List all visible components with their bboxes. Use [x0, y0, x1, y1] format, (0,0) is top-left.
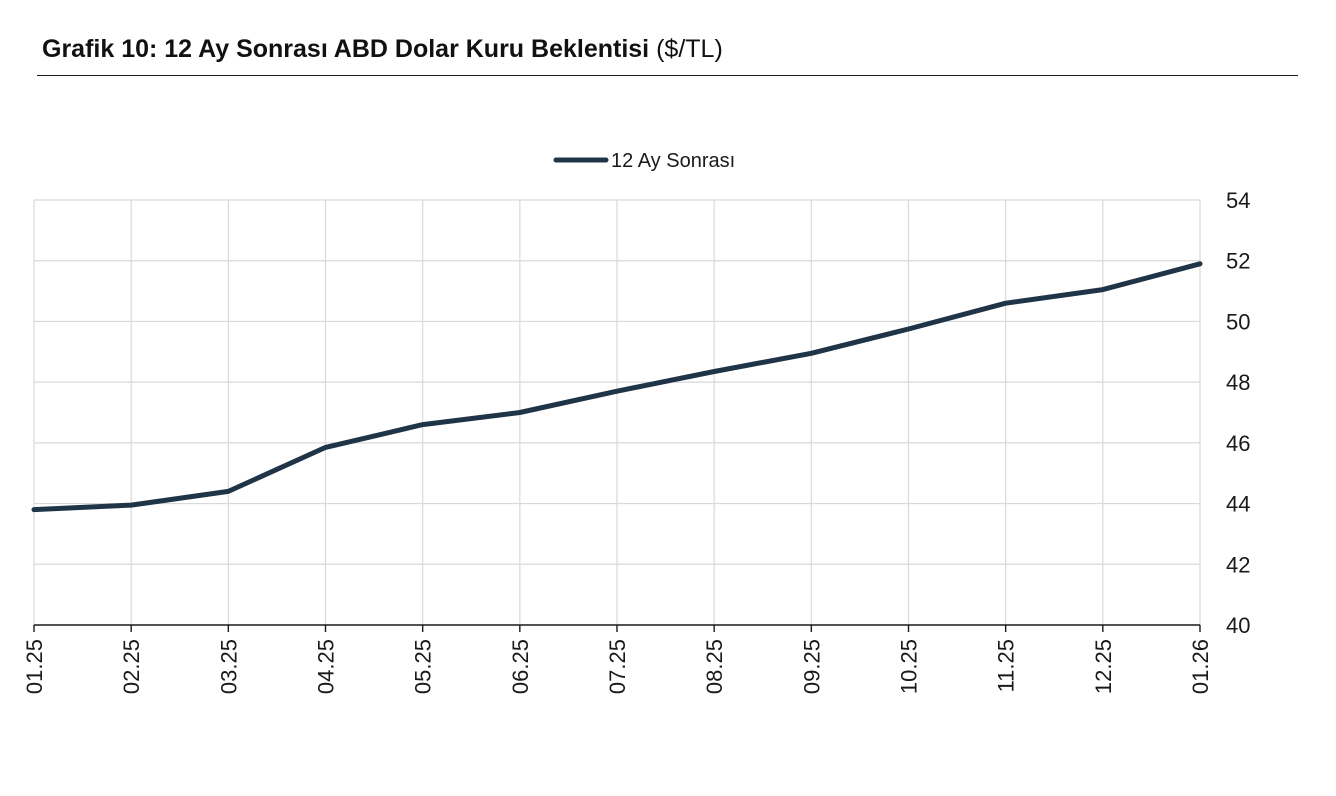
x-tick-label: 07.25 — [605, 639, 630, 694]
y-tick-label: 44 — [1226, 492, 1250, 517]
chart-title: Grafik 10: 12 Ay Sonrası ABD Dolar Kuru … — [42, 35, 723, 64]
x-tick-label: 01.26 — [1188, 639, 1213, 694]
y-tick-label: 54 — [1226, 188, 1250, 213]
x-tick-label: 02.25 — [119, 639, 144, 694]
y-tick-label: 42 — [1226, 552, 1250, 577]
y-tick-label: 50 — [1226, 309, 1250, 334]
x-tick-label: 03.25 — [216, 639, 241, 694]
y-tick-label: 46 — [1226, 431, 1250, 456]
x-tick-label: 08.25 — [702, 639, 727, 694]
y-tick-label: 40 — [1226, 613, 1250, 638]
y-tick-label: 52 — [1226, 249, 1250, 274]
y-tick-label: 48 — [1226, 370, 1250, 395]
legend-label: 12 Ay Sonrası — [611, 150, 735, 172]
x-tick-label: 01.25 — [22, 639, 47, 694]
chart-title-unit: ($/TL) — [656, 35, 723, 63]
x-tick-label: 04.25 — [314, 639, 339, 694]
x-tick-label: 06.25 — [508, 639, 533, 694]
title-divider — [37, 75, 1298, 76]
x-tick-label: 05.25 — [411, 639, 436, 694]
x-tick-label: 09.25 — [799, 639, 824, 694]
x-tick-label: 11.25 — [994, 639, 1019, 692]
x-tick-label: 10.25 — [897, 639, 922, 694]
chart-title-main: Grafik 10: 12 Ay Sonrası ABD Dolar Kuru … — [42, 35, 650, 63]
x-tick-label: 12.25 — [1091, 639, 1116, 694]
